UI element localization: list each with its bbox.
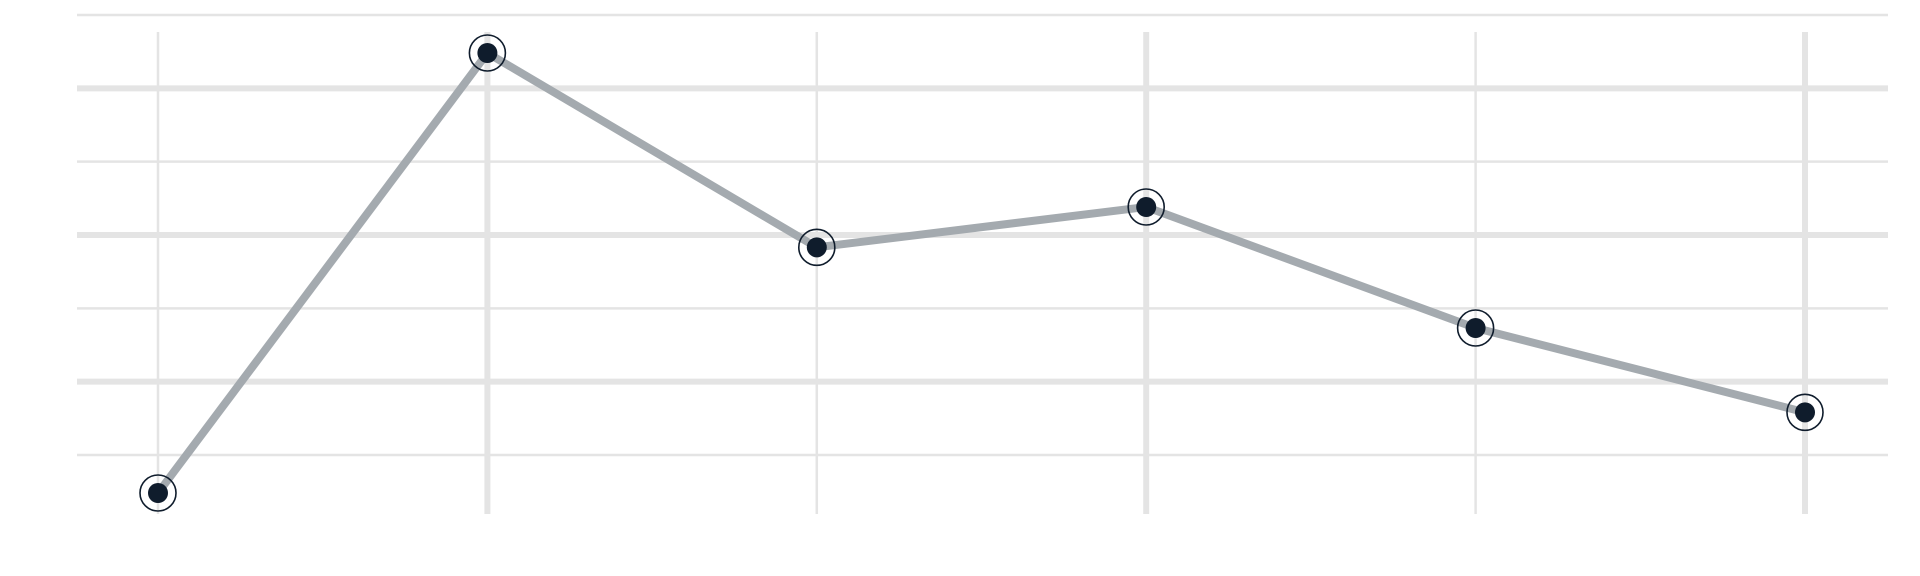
series-lines xyxy=(154,49,1806,496)
series-line-segment xyxy=(1144,203,1477,332)
series-line-segment xyxy=(485,49,819,251)
data-point xyxy=(797,228,836,267)
series-line-segment xyxy=(1474,324,1806,417)
data-point-ring xyxy=(1127,188,1165,226)
data-point-ring xyxy=(1456,309,1495,347)
data-point-marker xyxy=(148,483,168,503)
data-point-marker xyxy=(1795,402,1815,423)
data-point-marker xyxy=(477,43,498,63)
series-line-segment xyxy=(154,50,491,496)
data-point xyxy=(1786,393,1824,432)
data-point-marker xyxy=(1465,318,1486,338)
series-line-segment xyxy=(816,203,1147,252)
data-point-ring xyxy=(797,228,836,267)
data-point xyxy=(1456,309,1495,347)
data-point xyxy=(139,474,177,512)
data-point-marker xyxy=(806,237,827,258)
data-point xyxy=(468,34,507,72)
data-point-ring xyxy=(139,474,177,512)
grid xyxy=(77,13,1888,514)
data-point-ring xyxy=(1786,393,1824,432)
data-point-ring xyxy=(468,34,507,72)
data-point-marker xyxy=(1136,197,1157,217)
data-point xyxy=(1127,188,1165,226)
series-points xyxy=(139,34,1824,512)
